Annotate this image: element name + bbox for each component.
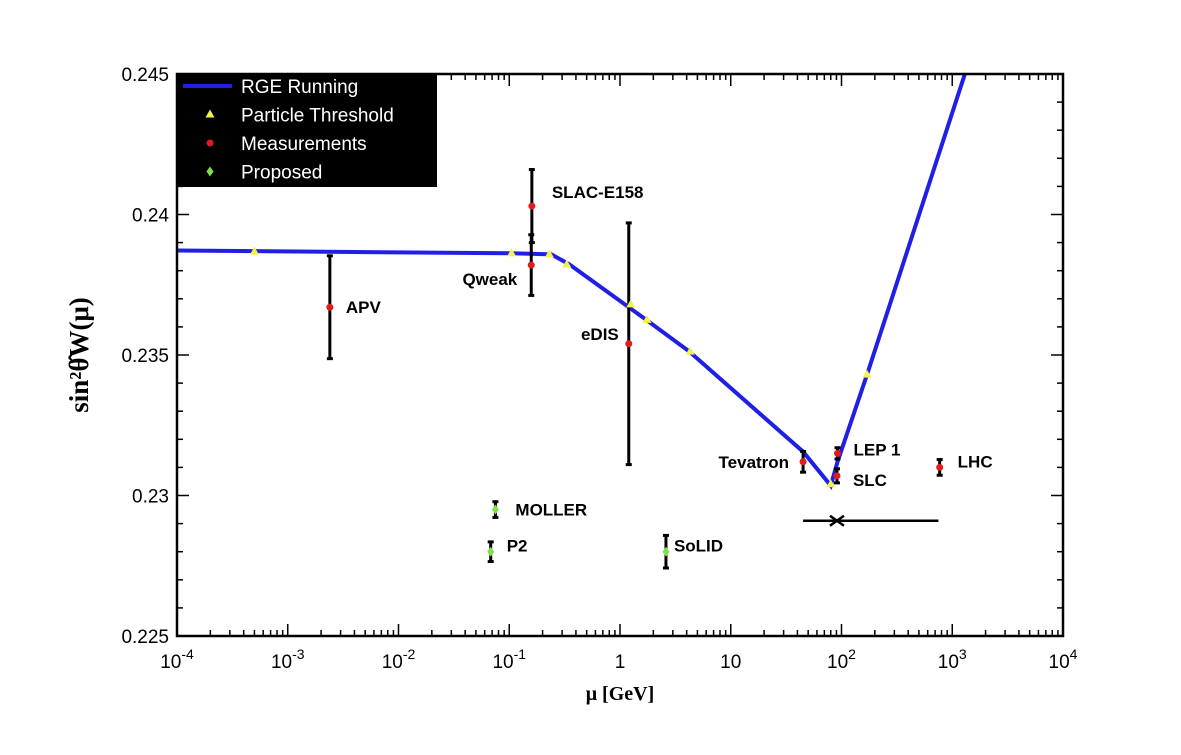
- x-tick-label: 10-2: [382, 646, 416, 673]
- legend-label: RGE Running: [241, 77, 358, 98]
- point-label: Tevatron: [719, 453, 790, 472]
- legend-label: Measurements: [241, 134, 367, 155]
- measurement-point: [799, 458, 807, 466]
- x-tick-label: 1: [615, 652, 626, 673]
- measurement-point: [833, 472, 841, 480]
- x-tick-label: 10-3: [271, 646, 305, 673]
- measurement-point: [527, 261, 535, 269]
- point-label: MOLLER: [515, 501, 587, 520]
- measurement-point: [326, 303, 334, 311]
- particle-threshold-marker: [507, 248, 517, 257]
- legend-diamond-icon: [206, 166, 214, 177]
- legend-triangle-icon: [205, 109, 215, 118]
- proposed-point: [487, 546, 495, 557]
- legend-label: Particle Threshold: [241, 106, 394, 127]
- particle-threshold-marker: [626, 299, 636, 308]
- y-tick-label: 0.23: [132, 487, 169, 508]
- point-label: LHC: [958, 452, 993, 471]
- y-tick-label: 0.245: [121, 65, 169, 86]
- point-label: LEP 1: [853, 440, 900, 459]
- x-tick-label: 104: [1049, 646, 1078, 673]
- x-tick-label: 102: [827, 646, 856, 673]
- particle-threshold-marker: [826, 479, 836, 488]
- point-label: SLAC-E158: [552, 183, 644, 202]
- x-tick-label: 10-4: [160, 646, 194, 673]
- x-tick-label: 10: [720, 652, 741, 673]
- x-axis-title: μ [GeV]: [586, 683, 655, 705]
- point-label: SoLID: [674, 537, 723, 556]
- range-bar-marker: [829, 514, 845, 527]
- x-tick-label: 10-1: [492, 646, 526, 673]
- y-tick-label: 0.225: [121, 627, 169, 648]
- particle-threshold-marker: [249, 246, 259, 255]
- y-axis-title: sin²θ̂W(μ): [64, 297, 94, 413]
- measurement-point: [833, 449, 841, 457]
- point-label: APV: [346, 298, 382, 317]
- particle-threshold-marker: [642, 314, 652, 323]
- particle-threshold-marker: [685, 346, 695, 355]
- point-label: Qweak: [462, 270, 517, 289]
- legend-circle-icon: [206, 139, 214, 147]
- y-tick-label: 0.24: [132, 206, 169, 227]
- measurement-point: [528, 202, 536, 210]
- particle-threshold-marker: [562, 259, 572, 268]
- particle-threshold-marker: [862, 369, 872, 378]
- point-label: P2: [507, 537, 528, 556]
- legend-label: Proposed: [241, 163, 322, 184]
- legend-box: [177, 74, 437, 187]
- measurement-point: [625, 340, 633, 348]
- point-label: SLC: [853, 471, 887, 490]
- y-tick-label: 0.235: [121, 346, 169, 367]
- measurement-point: [936, 463, 944, 471]
- x-tick-label: 103: [938, 646, 967, 673]
- proposed-point: [491, 504, 499, 515]
- proposed-point: [662, 546, 670, 557]
- particle-threshold-marker: [544, 249, 554, 258]
- point-label: eDIS: [581, 325, 619, 344]
